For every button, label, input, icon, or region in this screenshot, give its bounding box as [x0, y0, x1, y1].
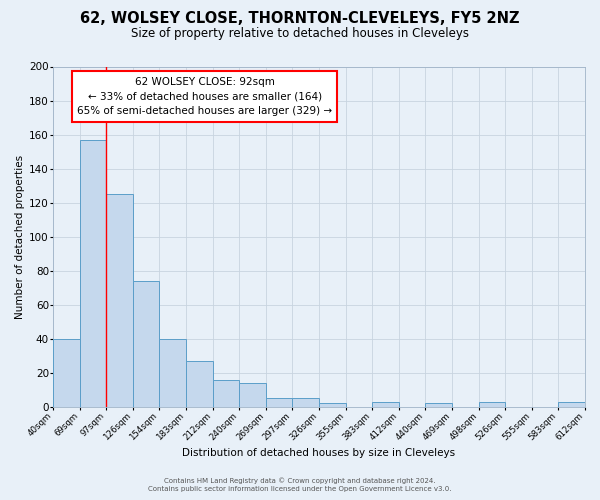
Text: 62 WOLSEY CLOSE: 92sqm
← 33% of detached houses are smaller (164)
65% of semi-de: 62 WOLSEY CLOSE: 92sqm ← 33% of detached… — [77, 76, 332, 116]
X-axis label: Distribution of detached houses by size in Cleveleys: Distribution of detached houses by size … — [182, 448, 455, 458]
Y-axis label: Number of detached properties: Number of detached properties — [15, 154, 25, 318]
Bar — [558, 402, 585, 407]
Bar — [133, 281, 159, 407]
Bar — [266, 398, 292, 407]
Text: Contains HM Land Registry data © Crown copyright and database right 2024.
Contai: Contains HM Land Registry data © Crown c… — [148, 478, 452, 492]
Text: 62, WOLSEY CLOSE, THORNTON-CLEVELEYS, FY5 2NZ: 62, WOLSEY CLOSE, THORNTON-CLEVELEYS, FY… — [80, 11, 520, 26]
Bar — [53, 338, 80, 407]
Bar — [213, 380, 239, 407]
Bar — [292, 398, 319, 407]
Bar — [479, 402, 505, 407]
Bar — [425, 404, 452, 407]
Bar — [159, 338, 186, 407]
Bar — [186, 361, 213, 407]
Text: Size of property relative to detached houses in Cleveleys: Size of property relative to detached ho… — [131, 28, 469, 40]
Bar — [239, 383, 266, 407]
Bar — [372, 402, 399, 407]
Bar — [80, 140, 106, 407]
Bar — [319, 404, 346, 407]
Bar — [106, 194, 133, 407]
